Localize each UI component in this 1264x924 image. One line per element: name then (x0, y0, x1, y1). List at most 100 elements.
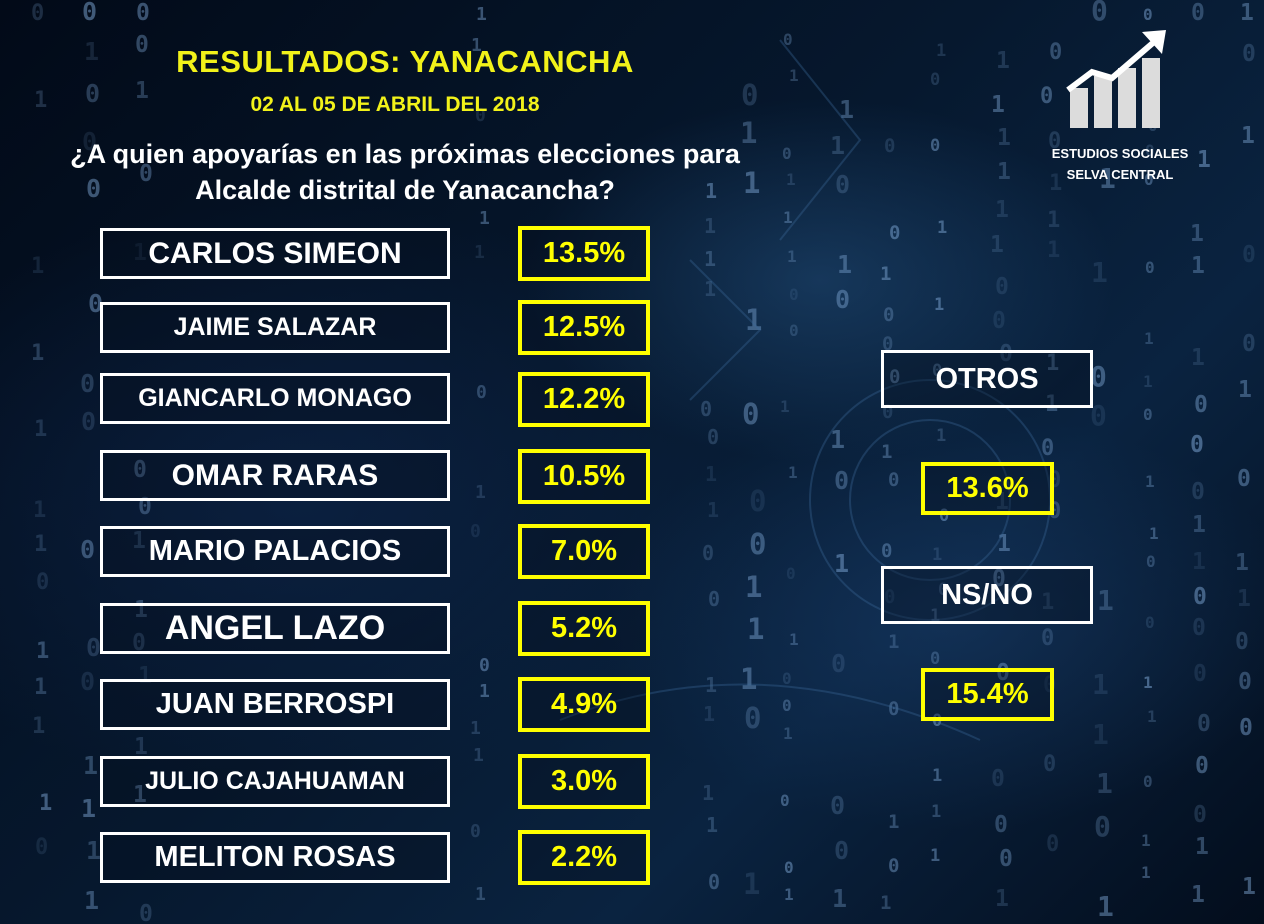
svg-text:1: 1 (930, 846, 940, 866)
svg-text:0: 0 (1145, 258, 1155, 277)
svg-text:1: 1 (1192, 549, 1206, 575)
svg-text:0: 0 (35, 835, 48, 860)
svg-text:1: 1 (1190, 221, 1204, 247)
svg-text:1: 1 (32, 714, 45, 739)
candidate-name-4: OMAR RARAS (100, 450, 450, 501)
svg-text:0: 0 (1046, 832, 1059, 857)
svg-text:1: 1 (745, 570, 762, 604)
svg-text:1: 1 (1046, 351, 1059, 376)
svg-text:1: 1 (704, 277, 716, 301)
svg-text:1: 1 (740, 662, 757, 696)
candidate-percent-4: 10.5% (518, 449, 650, 504)
svg-text:1: 1 (1097, 890, 1114, 923)
svg-text:0: 0 (1049, 40, 1062, 65)
candidate-name-7: JUAN BERROSPI (100, 679, 450, 730)
candidate-name-9: MELITON ROSAS (100, 832, 450, 883)
svg-text:0: 0 (36, 570, 49, 595)
svg-text:0: 0 (1143, 405, 1153, 424)
svg-text:0: 0 (476, 382, 487, 403)
svg-text:1: 1 (743, 867, 760, 901)
svg-text:0: 0 (782, 144, 792, 163)
svg-text:0: 0 (82, 0, 97, 26)
candidate-name-2: JAIME SALAZAR (100, 302, 450, 353)
svg-text:1: 1 (1092, 668, 1109, 701)
candidate-percent-3: 12.2% (518, 372, 650, 427)
svg-text:0: 0 (1041, 436, 1054, 461)
candidate-name-3: GIANCARLO MONAGO (100, 373, 450, 424)
svg-text:1: 1 (474, 242, 485, 263)
svg-text:0: 0 (835, 285, 850, 314)
svg-text:1: 1 (780, 397, 790, 416)
svg-text:1: 1 (34, 532, 47, 557)
svg-text:1: 1 (932, 766, 942, 786)
svg-text:0: 0 (784, 858, 794, 877)
svg-text:0: 0 (86, 174, 101, 203)
svg-text:0: 0 (702, 541, 714, 565)
svg-text:0: 0 (1193, 661, 1207, 687)
svg-text:1: 1 (880, 892, 891, 914)
svg-text:0: 0 (133, 457, 147, 483)
page-title: RESULTADOS: YANACANCHA (176, 44, 634, 79)
svg-text:0: 0 (888, 855, 899, 877)
svg-text:0: 0 (1242, 242, 1256, 268)
svg-text:1: 1 (1241, 123, 1255, 149)
svg-text:1: 1 (704, 247, 716, 271)
svg-text:0: 0 (707, 425, 719, 449)
svg-text:1: 1 (705, 462, 717, 486)
svg-text:1: 1 (931, 802, 941, 822)
svg-text:1: 1 (1191, 345, 1205, 371)
svg-text:1: 1 (789, 630, 799, 649)
svg-text:0: 0 (783, 30, 793, 49)
svg-text:0: 0 (31, 1, 44, 26)
svg-text:1: 1 (888, 811, 899, 833)
svg-text:1: 1 (36, 639, 49, 664)
logo-line-2: SELVA CENTRAL (1066, 167, 1174, 182)
svg-text:0: 0 (994, 812, 1008, 838)
svg-text:0: 0 (939, 506, 949, 526)
svg-text:0: 0 (789, 321, 799, 340)
svg-text:1: 1 (86, 836, 101, 865)
svg-text:0: 0 (1192, 615, 1206, 641)
candidate-percent-1: 13.5% (518, 226, 650, 281)
undecided-percent: 15.4% (921, 668, 1054, 721)
svg-text:1: 1 (34, 417, 47, 442)
svg-text:1: 1 (786, 170, 796, 189)
svg-text:1: 1 (135, 78, 149, 104)
svg-text:1: 1 (1045, 392, 1058, 417)
svg-text:0: 0 (938, 580, 948, 600)
candidate-percent-7: 4.9% (518, 677, 650, 732)
svg-text:0: 0 (1191, 0, 1205, 26)
svg-text:0: 0 (1146, 552, 1156, 571)
svg-text:0: 0 (1145, 141, 1155, 160)
svg-text:0: 0 (1144, 170, 1154, 189)
svg-text:1: 1 (133, 782, 147, 808)
svg-text:1: 1 (997, 159, 1011, 185)
svg-text:1: 1 (1237, 586, 1251, 612)
svg-text:0: 0 (1197, 711, 1211, 737)
svg-text:0: 0 (742, 397, 759, 431)
svg-text:0: 0 (881, 540, 892, 562)
candidate-percent-2: 12.5% (518, 300, 650, 355)
svg-text:1: 1 (133, 240, 147, 266)
svg-text:0: 0 (1094, 810, 1111, 843)
logo-line-1: ESTUDIOS SOCIALES (1051, 146, 1189, 161)
svg-text:1: 1 (34, 675, 47, 700)
svg-text:1: 1 (1238, 377, 1252, 403)
svg-text:1: 1 (997, 531, 1011, 557)
svg-text:0: 0 (888, 698, 899, 720)
svg-text:0: 0 (782, 669, 792, 688)
svg-text:1: 1 (747, 612, 764, 646)
svg-text:1: 1 (475, 482, 486, 503)
svg-text:1: 1 (740, 116, 757, 150)
svg-text:0: 0 (80, 667, 95, 696)
svg-text:0: 0 (1048, 129, 1061, 154)
svg-text:0: 0 (992, 566, 1006, 592)
svg-text:0: 0 (139, 901, 153, 924)
svg-text:0: 0 (882, 333, 893, 355)
svg-text:1: 1 (1197, 147, 1211, 173)
svg-text:1: 1 (934, 295, 944, 315)
candidate-name-1: CARLOS SIMEON (100, 228, 450, 279)
svg-text:1: 1 (702, 781, 714, 805)
svg-text:1: 1 (1049, 171, 1062, 196)
svg-text:0: 0 (782, 696, 792, 715)
